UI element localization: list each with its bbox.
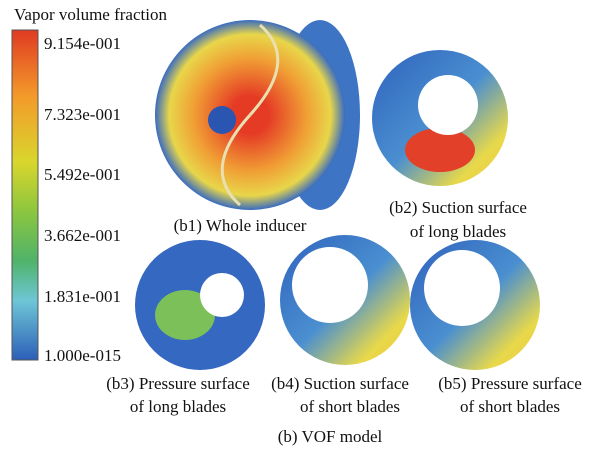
panel-label: (b2) Suction surface — [389, 198, 527, 217]
ring-hole — [200, 273, 244, 317]
panel-label: (b5) Pressure surface — [438, 374, 582, 393]
panel-label: (b3) Pressure surface — [106, 374, 250, 393]
render-b1 — [155, 20, 360, 210]
colorbar-tick: 7.323e-001 — [44, 105, 121, 124]
colorbar-tick: 1.000e-015 — [44, 346, 121, 365]
colorbar-tick: 3.662e-001 — [44, 226, 121, 245]
figure-caption: (b) VOF model — [278, 427, 383, 446]
body: {"colorbar": {"title": "Vapor volume fra… — [0, 0, 595, 452]
panel-label: of long blades — [410, 222, 506, 241]
render-b5 — [410, 240, 540, 370]
colorbar-title: Vapor volume fraction — [14, 5, 167, 24]
ring-hole — [418, 75, 478, 135]
render-b2 — [372, 50, 508, 186]
panel-label: (b1) Whole inducer — [174, 216, 307, 235]
render-b3 — [135, 240, 265, 370]
panel-label: (b4) Suction surface — [271, 374, 409, 393]
ring-hole — [292, 247, 368, 323]
panel-label: of short blades — [460, 397, 560, 416]
panel-label: of long blades — [130, 397, 226, 416]
hot-zone — [405, 128, 475, 172]
colorbar — [12, 30, 38, 360]
render-b4 — [280, 235, 410, 365]
panel-label: of short blades — [300, 397, 400, 416]
colorbar-tick: 1.831e-001 — [44, 287, 121, 306]
figure: Vapor volume fraction 9.154e-001 7.323e-… — [0, 0, 595, 452]
colorbar-tick: 5.492e-001 — [44, 165, 121, 184]
ring-hole — [424, 250, 500, 326]
colorbar-tick: 9.154e-001 — [44, 34, 121, 53]
page: VOF model body { margin: 0; background: … — [0, 0, 595, 452]
hub — [208, 106, 236, 134]
